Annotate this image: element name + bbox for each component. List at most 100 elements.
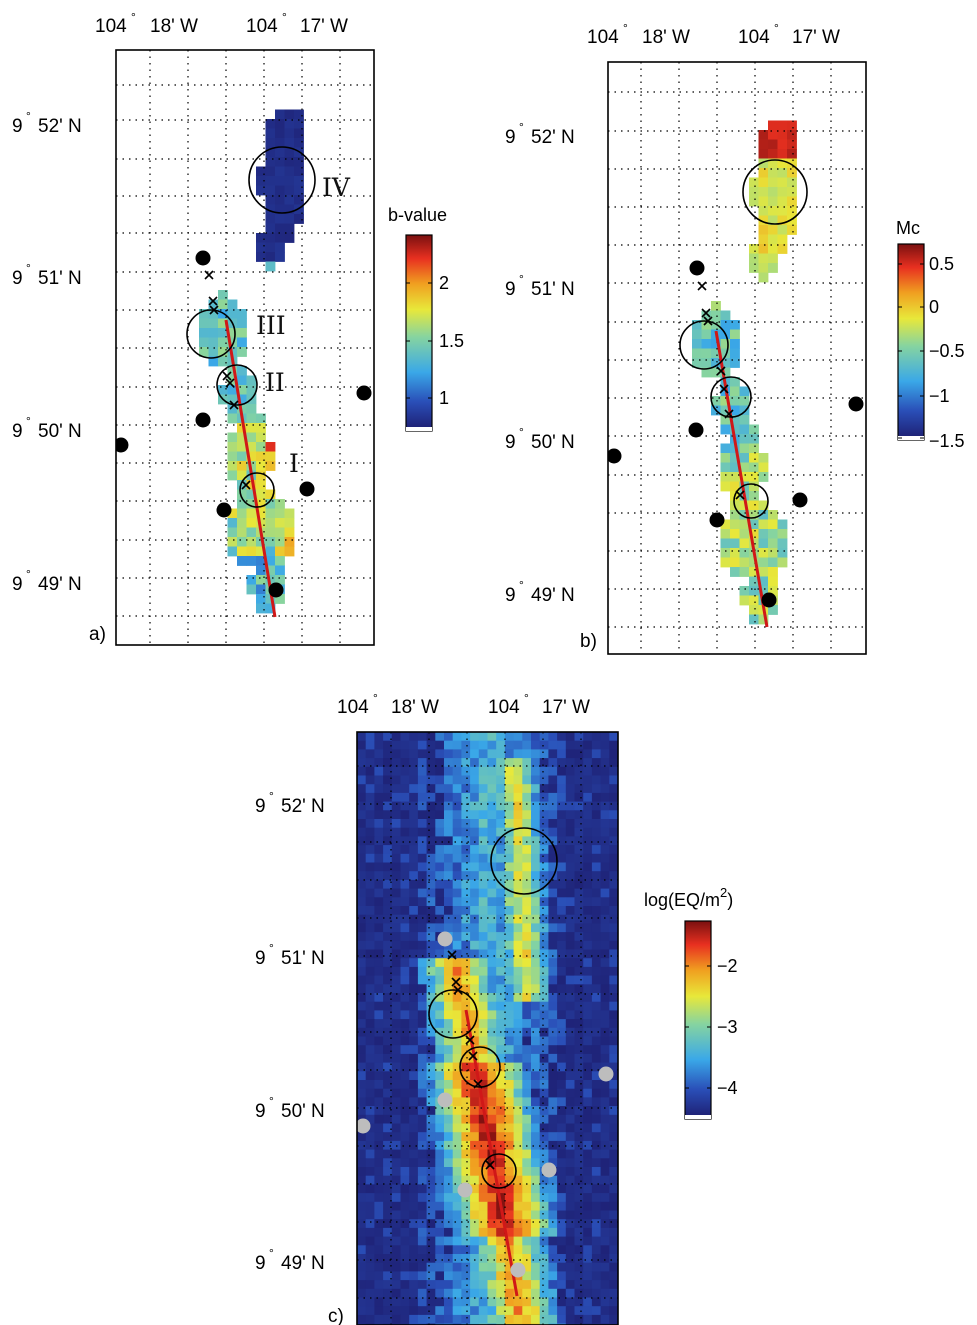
heatmap-cell: [513, 1036, 523, 1046]
heatmap-cell: [435, 958, 445, 968]
heatmap-cell: [496, 827, 506, 837]
heatmap-cell: [513, 975, 523, 985]
heatmap-cell: [539, 1201, 549, 1211]
heatmap-cell: [565, 1010, 575, 1020]
heatmap-cell: [391, 966, 401, 976]
heatmap-cell: [768, 253, 778, 264]
heatmap-cell: [357, 1193, 367, 1203]
heatmap-cell: [720, 472, 731, 482]
heatmap-cell: [461, 775, 471, 785]
heatmap-cell: [609, 1149, 618, 1159]
heatmap-cell: [504, 1201, 514, 1211]
heatmap-cell: [504, 819, 514, 829]
heatmap-cell: [426, 784, 436, 794]
heatmap-cell: [591, 1106, 601, 1116]
heatmap-cell: [531, 1045, 541, 1055]
heatmap-cell: [574, 1280, 584, 1290]
heatmap-cell: [417, 1175, 427, 1185]
heatmap-cell: [565, 1062, 575, 1072]
heatmap-cell: [435, 871, 445, 881]
heatmap-cell: [574, 1167, 584, 1177]
heatmap-cell: [265, 176, 276, 186]
heatmap-cell: [574, 827, 584, 837]
heatmap-cell: [730, 339, 740, 349]
heatmap-cell: [357, 1280, 367, 1290]
colorbar-title-a: b-value: [388, 205, 447, 225]
svg-text:°: °: [269, 1094, 274, 1108]
heatmap-cell: [470, 758, 480, 768]
heatmap-cell: [357, 836, 367, 846]
heatmap-cell: [487, 906, 497, 916]
heatmap-cell: [749, 424, 759, 435]
heatmap-cell: [600, 906, 610, 916]
heatmap-cell: [461, 766, 471, 776]
heatmap-cell: [513, 1245, 523, 1255]
heatmap-cell: [768, 244, 778, 254]
heatmap-cell: [237, 423, 247, 433]
heatmap-cell: [565, 1219, 575, 1229]
heatmap-cell: [600, 958, 610, 968]
heatmap-cell: [591, 740, 601, 750]
heatmap-cell: [444, 958, 454, 968]
heatmap-cell: [600, 871, 610, 881]
heatmap-cell: [461, 923, 471, 933]
heatmap-cell: [487, 1262, 497, 1272]
heatmap-cell: [739, 519, 750, 530]
heatmap-cell: [591, 914, 601, 924]
heatmap-cell: [374, 975, 384, 985]
heatmap-cell: [600, 1210, 610, 1220]
heatmap-cell: [496, 993, 506, 1003]
heatmap-cell: [246, 546, 257, 557]
heatmap-cell: [275, 119, 285, 129]
heatmap-cell: [583, 1149, 593, 1159]
heatmap-cell: [591, 1062, 601, 1072]
heatmap-cell: [470, 1236, 480, 1246]
heatmap-cell: [591, 827, 601, 837]
heatmap-cell: [531, 827, 541, 837]
heatmap-cell: [513, 940, 523, 950]
heatmap-cell: [730, 472, 740, 482]
heatmap-cell: [374, 984, 384, 994]
heatmap-cell: [444, 766, 454, 776]
heatmap-cell: [383, 1254, 393, 1264]
heatmap-cell: [557, 1167, 567, 1177]
heatmap-cell: [609, 732, 618, 742]
heatmap-cell: [574, 853, 584, 863]
heatmap-cell: [435, 1254, 445, 1264]
heatmap-cell: [452, 966, 462, 976]
heatmap-cell: [365, 766, 375, 776]
heatmap-cell: [749, 472, 759, 482]
heatmap-cell: [444, 775, 454, 785]
heatmap-cell: [701, 329, 712, 340]
heatmap-cell: [409, 1175, 419, 1185]
heatmap-cell: [409, 871, 419, 881]
heatmap-cell: [487, 1053, 497, 1063]
heatmap-cell: [522, 1236, 532, 1246]
heatmap-cell: [265, 185, 276, 196]
heatmap-cell: [383, 1062, 393, 1072]
heatmap-cell: [565, 888, 575, 898]
heatmap-cell: [583, 940, 593, 950]
heatmap-cell: [730, 557, 740, 568]
heatmap-cell: [365, 1036, 375, 1046]
heatmap-cell: [246, 518, 257, 528]
heatmap-cell: [461, 784, 471, 794]
heatmap-cell: [557, 792, 567, 802]
heatmap-cell: [284, 223, 295, 234]
heatmap-cell: [609, 758, 618, 768]
heatmap-cell: [400, 1306, 410, 1316]
heatmap-cell: [548, 984, 558, 994]
heatmap-cell: [461, 801, 471, 811]
heatmap-cell: [548, 784, 558, 794]
heatmap-cell: [470, 1245, 480, 1255]
heatmap-cell: [548, 966, 558, 976]
heatmap-cell: [478, 888, 488, 898]
heatmap-cell: [609, 1027, 618, 1037]
heatmap-cell: [383, 1088, 393, 1098]
heatmap-cell: [487, 801, 497, 811]
heatmap-cell: [400, 958, 410, 968]
heatmap-cell: [426, 1314, 436, 1324]
heatmap-cell: [557, 819, 567, 829]
heatmap-cell: [504, 801, 514, 811]
heatmap-cell: [409, 1149, 419, 1159]
